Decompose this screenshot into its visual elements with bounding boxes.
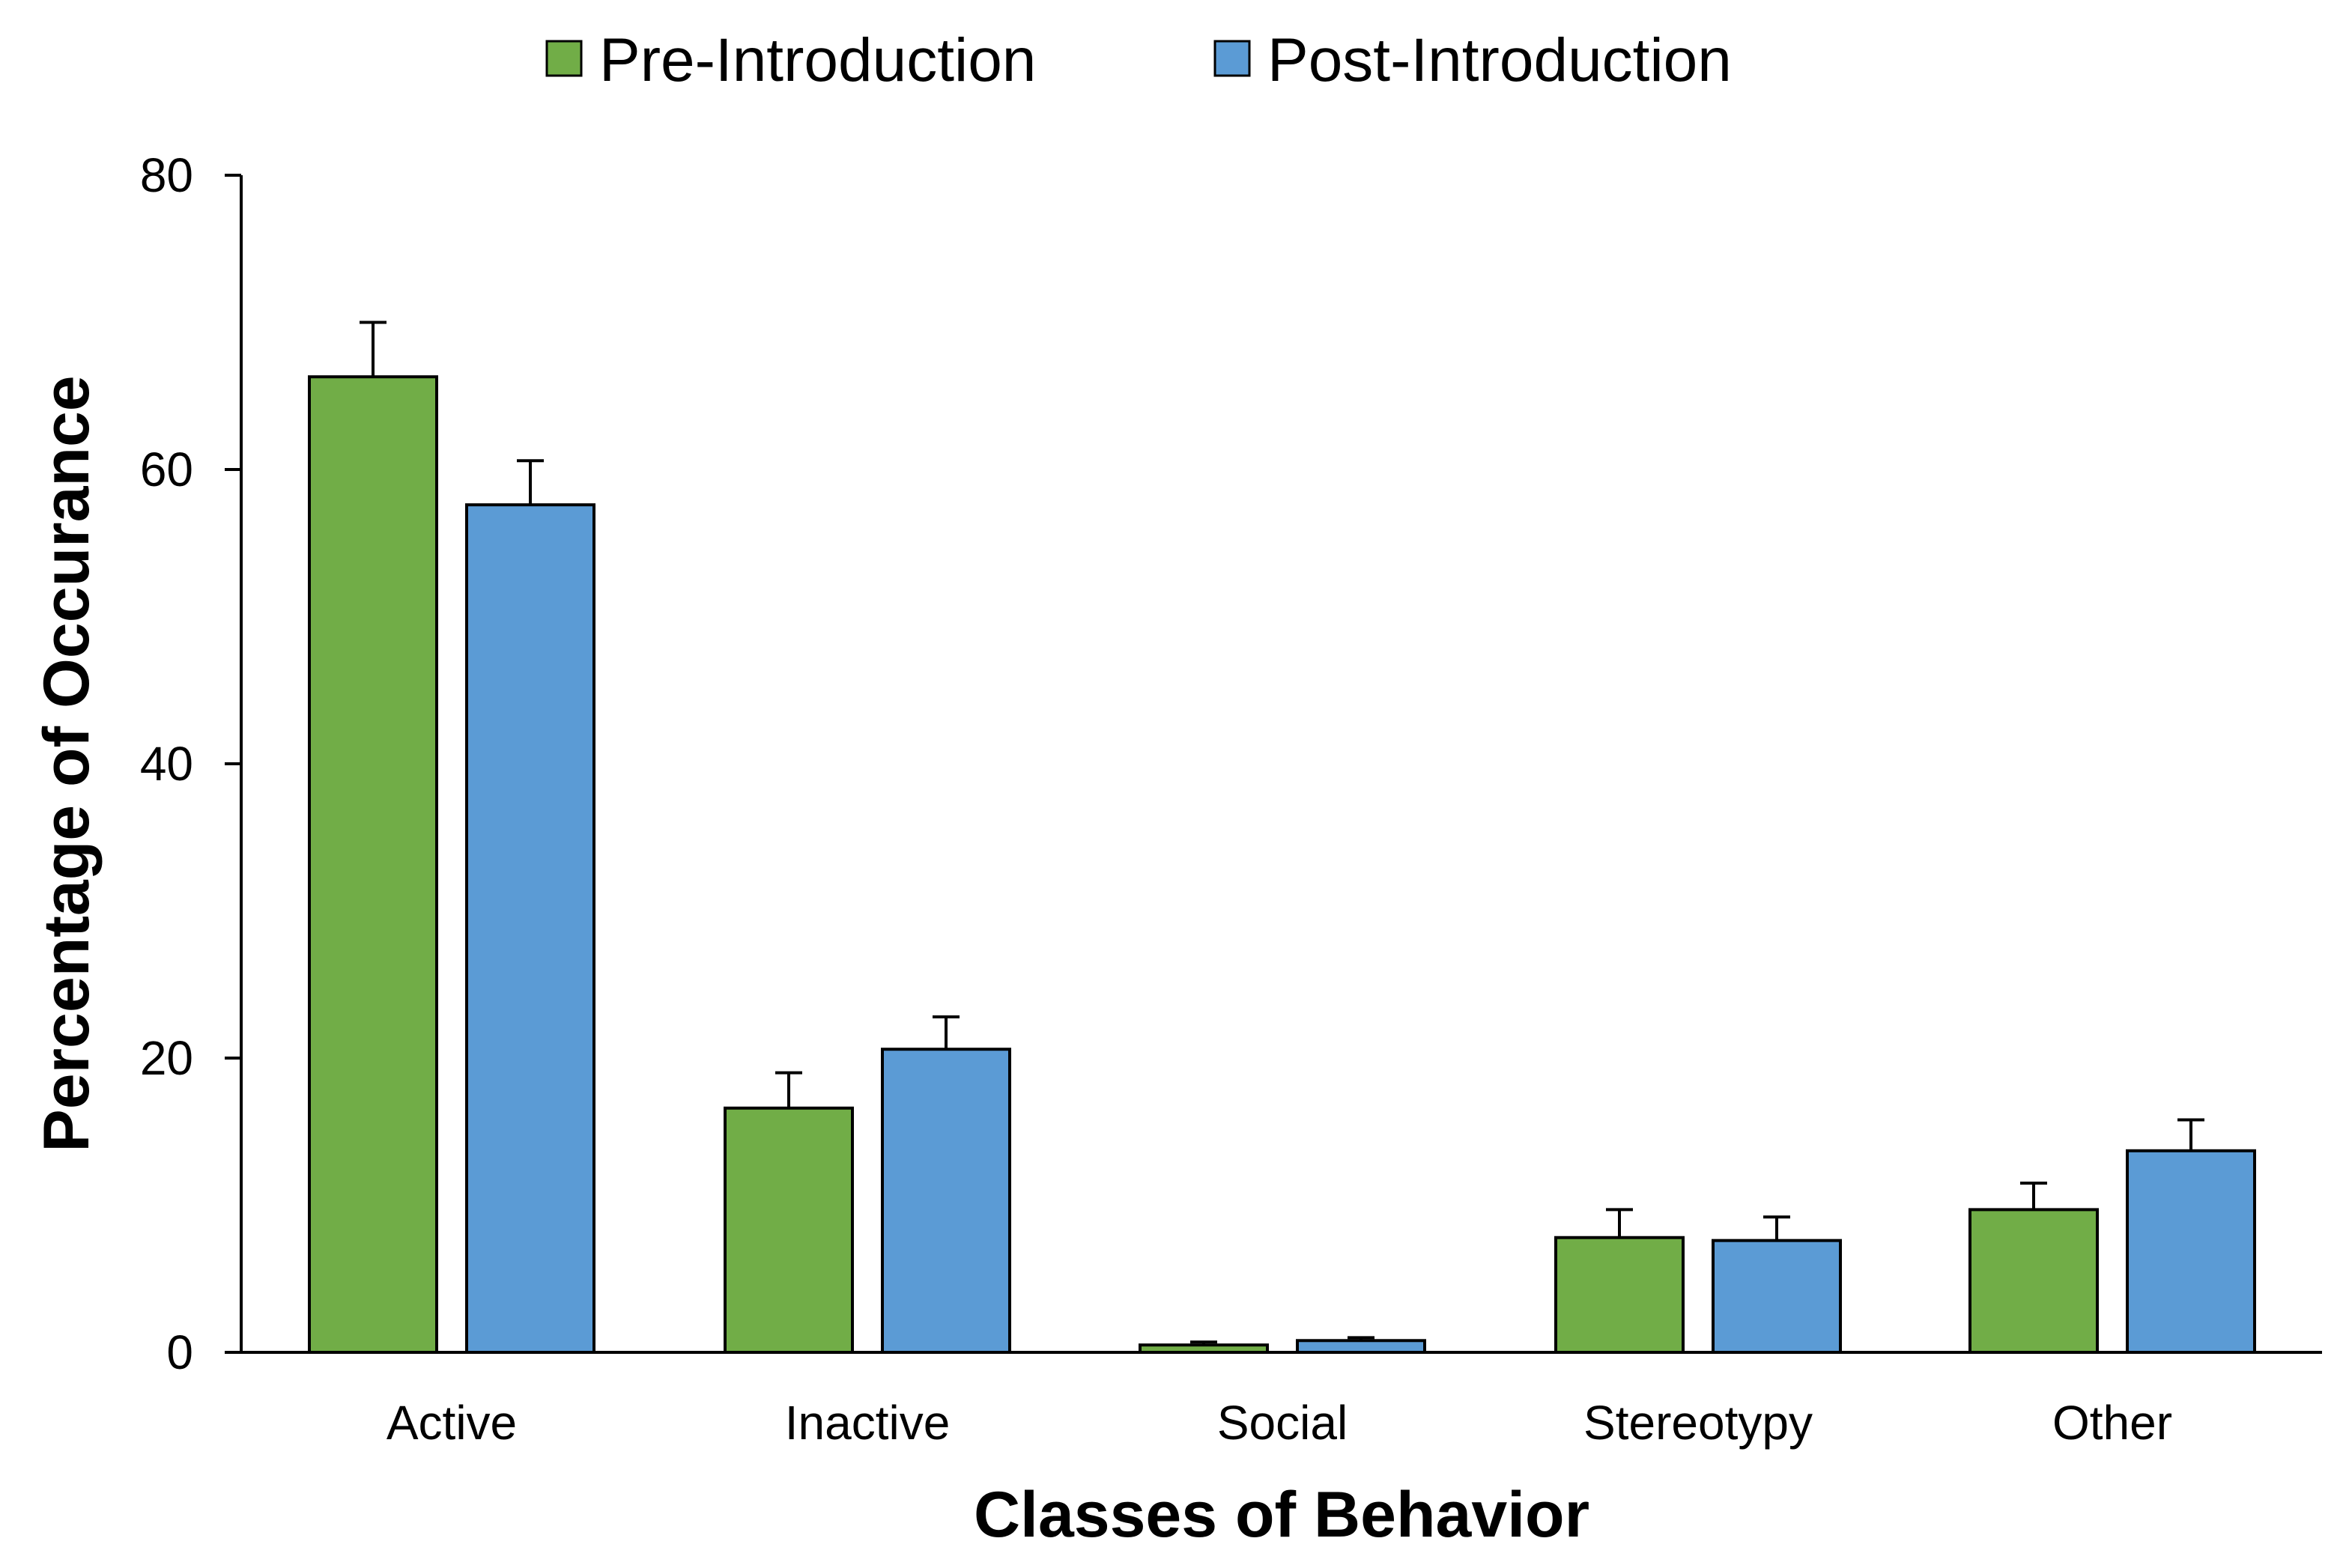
bar-stereotypy-post-introduction [1712, 1239, 1842, 1355]
bar-other-pre-introduction [1968, 1208, 2099, 1355]
bar-stereotypy-pre-introduction [1554, 1236, 1685, 1354]
legend-swatch-post-introduction [1213, 40, 1251, 77]
y-axis-title: Percentage of Occurance [31, 375, 103, 1152]
error-bars [360, 320, 2204, 1346]
y-tick-label: 20 [140, 1031, 193, 1085]
bar-social-post-introduction [1296, 1339, 1426, 1355]
x-tick-label-other: Other [2052, 1396, 2172, 1450]
y-tick-label: 40 [140, 737, 193, 791]
x-tick-label-active: Active [387, 1396, 517, 1450]
x-tick-label-stereotypy: Stereotypy [1583, 1396, 1813, 1450]
x-axis-title: Classes of Behavior [974, 1479, 1589, 1551]
legend-swatch-pre-introduction [545, 40, 583, 77]
y-tick-label: 0 [166, 1325, 193, 1379]
bar-active-post-introduction [465, 503, 595, 1354]
x-tick-labels: Active Inactive Social Stereotypy Other [387, 1396, 2172, 1450]
legend-label-pre-introduction: Pre-Introduction [599, 26, 1036, 94]
x-tick-label-inactive: Inactive [785, 1396, 951, 1450]
bars [308, 375, 2256, 1355]
x-tick-label-social: Social [1217, 1396, 1348, 1450]
bar-inactive-post-introduction [881, 1048, 1011, 1354]
legend: Pre-Introduction Post-Introduction [545, 26, 1732, 94]
bar-active-pre-introduction [308, 375, 438, 1355]
y-tick-label: 80 [140, 148, 193, 202]
y-ticks: 0 20 40 60 80 [140, 148, 241, 1379]
y-tick-label: 60 [140, 443, 193, 496]
bar-other-post-introduction [2126, 1149, 2256, 1355]
legend-label-post-introduction: Post-Introduction [1267, 26, 1732, 94]
bar-inactive-pre-introduction [724, 1106, 854, 1355]
